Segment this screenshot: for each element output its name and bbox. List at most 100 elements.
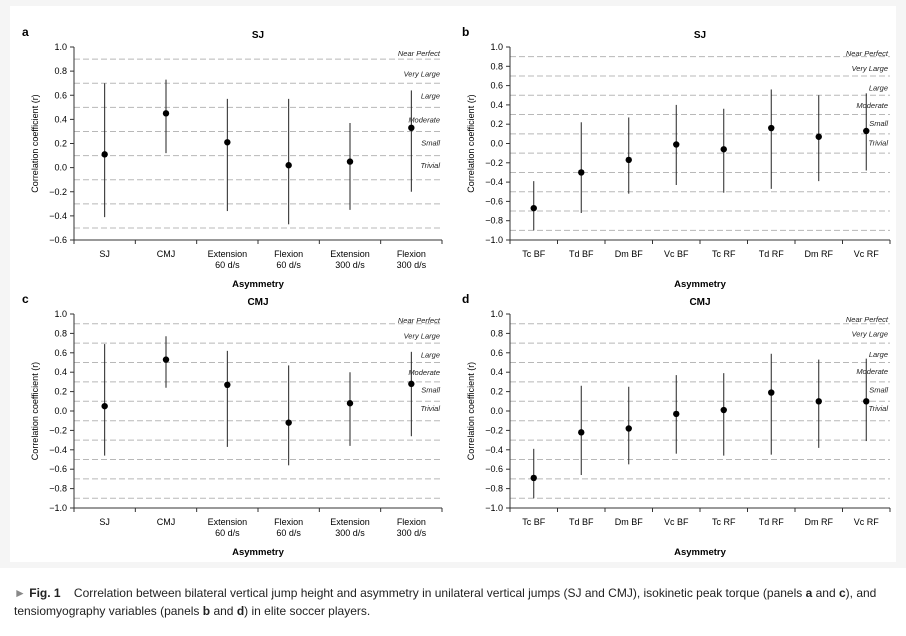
data-point xyxy=(720,406,727,414)
x-tick-label: 60 d/s xyxy=(215,260,240,270)
x-tick-label: 300 d/s xyxy=(335,528,365,538)
y-tick-label: −0.2 xyxy=(485,425,503,435)
panel-letter: b xyxy=(462,25,469,39)
y-tick-label: −0.8 xyxy=(485,216,503,226)
y-tick-label: −0.8 xyxy=(49,484,67,494)
threshold-label: Very Large xyxy=(404,331,440,340)
threshold-label: Near Perfect xyxy=(846,49,889,58)
data-point xyxy=(224,139,231,146)
x-tick-label: Td BF xyxy=(569,517,594,527)
threshold-label: Trivial xyxy=(421,161,441,170)
x-tick-label: 60 d/s xyxy=(276,260,301,270)
data-point xyxy=(578,429,585,436)
threshold-label: Moderate xyxy=(856,367,888,376)
x-tick-label: Tc RF xyxy=(712,249,736,259)
x-tick-label: 300 d/s xyxy=(335,260,365,270)
x-tick-label: Td BF xyxy=(569,249,594,259)
y-tick-label: 1.0 xyxy=(490,309,503,319)
chart-title: CMJ xyxy=(689,297,710,308)
threshold-label: Near Perfect xyxy=(846,315,889,324)
data-point xyxy=(162,110,170,117)
data-point xyxy=(863,398,870,405)
y-tick-label: −0.4 xyxy=(49,445,67,455)
x-tick-label: Dm BF xyxy=(615,517,644,527)
threshold-label: Small xyxy=(421,386,440,395)
x-tick-label: 60 d/s xyxy=(215,528,240,538)
caption-marker: ► xyxy=(14,586,26,600)
y-tick-label: 0.4 xyxy=(490,100,503,110)
data-point xyxy=(408,380,415,388)
x-tick-label: 300 d/s xyxy=(397,528,427,538)
y-tick-label: −0.6 xyxy=(485,196,503,206)
x-tick-label: Dm RF xyxy=(805,517,834,527)
y-tick-label: 0.2 xyxy=(54,387,67,397)
x-tick-label: CMJ xyxy=(157,249,176,259)
data-point xyxy=(625,425,632,432)
y-tick-label: 0.0 xyxy=(490,406,503,416)
threshold-label: Moderate xyxy=(408,115,440,124)
y-tick-label: −0.2 xyxy=(485,158,503,168)
threshold-label: Moderate xyxy=(408,368,440,377)
caption-text: ) in elite soccer players. xyxy=(244,604,371,618)
data-point xyxy=(346,400,354,407)
panel-letter: a xyxy=(22,25,29,39)
x-tick-label: Flexion xyxy=(274,517,303,527)
y-tick-label: −0.4 xyxy=(49,211,67,221)
y-axis-title: Correlation coefficient (r) xyxy=(466,94,476,192)
y-axis-title: Correlation coefficient (r) xyxy=(466,362,476,460)
y-tick-label: 0.2 xyxy=(490,387,503,397)
threshold-label: Trivial xyxy=(869,404,889,413)
x-tick-label: Flexion xyxy=(274,249,303,259)
x-axis-title: Asymmetry xyxy=(232,279,284,290)
threshold-label: Small xyxy=(869,386,888,395)
figure-caption: ► Fig. 1 Correlation between bilateral v… xyxy=(0,584,906,620)
threshold-label: Near Perfect xyxy=(398,49,441,58)
x-tick-label: Vc RF xyxy=(854,517,880,527)
x-tick-label: CMJ xyxy=(157,517,176,527)
y-tick-label: 0.6 xyxy=(490,81,503,91)
caption-panel-ref: c xyxy=(838,586,846,600)
figure-area: a SJ Near Perfect Very Large Large Moderate Sm… xyxy=(10,6,896,562)
y-axis-title: Correlation coefficient (r) xyxy=(30,362,40,460)
caption-panel-ref: a xyxy=(805,586,813,600)
data-point xyxy=(768,389,775,396)
x-tick-label: Vc RF xyxy=(854,249,880,259)
threshold-label: Small xyxy=(869,119,888,128)
data-point xyxy=(815,398,822,405)
chart-title: CMJ xyxy=(247,297,268,308)
caption-panel-ref: b xyxy=(202,604,211,618)
y-tick-label: −0.6 xyxy=(49,235,67,245)
y-tick-label: 0.8 xyxy=(490,61,503,71)
x-tick-label: Td RF xyxy=(759,517,785,527)
y-tick-label: 0.0 xyxy=(54,163,67,173)
x-tick-label: Tc RF xyxy=(712,517,736,527)
threshold-label: Very Large xyxy=(852,329,888,338)
data-point xyxy=(768,124,775,132)
y-tick-label: −0.2 xyxy=(49,187,67,197)
threshold-label: Very Large xyxy=(404,70,440,79)
caption-text: Correlation between bilateral vertical j… xyxy=(73,586,806,600)
y-tick-label: 0.8 xyxy=(54,328,67,338)
x-tick-label: Dm BF xyxy=(615,249,644,259)
y-tick-label: 0.4 xyxy=(54,114,67,124)
y-tick-label: 0.8 xyxy=(54,66,67,76)
threshold-label: Large xyxy=(421,351,440,360)
y-tick-label: 0.6 xyxy=(490,348,503,358)
x-tick-label: 60 d/s xyxy=(276,528,301,538)
y-tick-label: 0.6 xyxy=(54,90,67,100)
y-tick-label: −0.4 xyxy=(485,445,503,455)
x-axis-title: Asymmetry xyxy=(232,547,284,558)
data-point xyxy=(578,169,585,176)
y-tick-label: 0.4 xyxy=(54,367,67,377)
y-axis-title: Correlation coefficient (r) xyxy=(30,94,40,192)
panel-letter: c xyxy=(22,292,29,306)
data-point xyxy=(408,124,415,132)
data-point xyxy=(224,381,231,389)
y-tick-label: 0.8 xyxy=(490,328,503,338)
threshold-label: Large xyxy=(421,91,440,100)
y-tick-label: −0.4 xyxy=(485,177,503,187)
charts-canvas: a SJ Near Perfect Very Large Large Moderate Sm… xyxy=(22,25,891,558)
caption-text: ), and tensiomyography variables (panels xyxy=(14,586,877,618)
data-point xyxy=(285,419,292,426)
y-tick-label: −1.0 xyxy=(49,503,67,513)
